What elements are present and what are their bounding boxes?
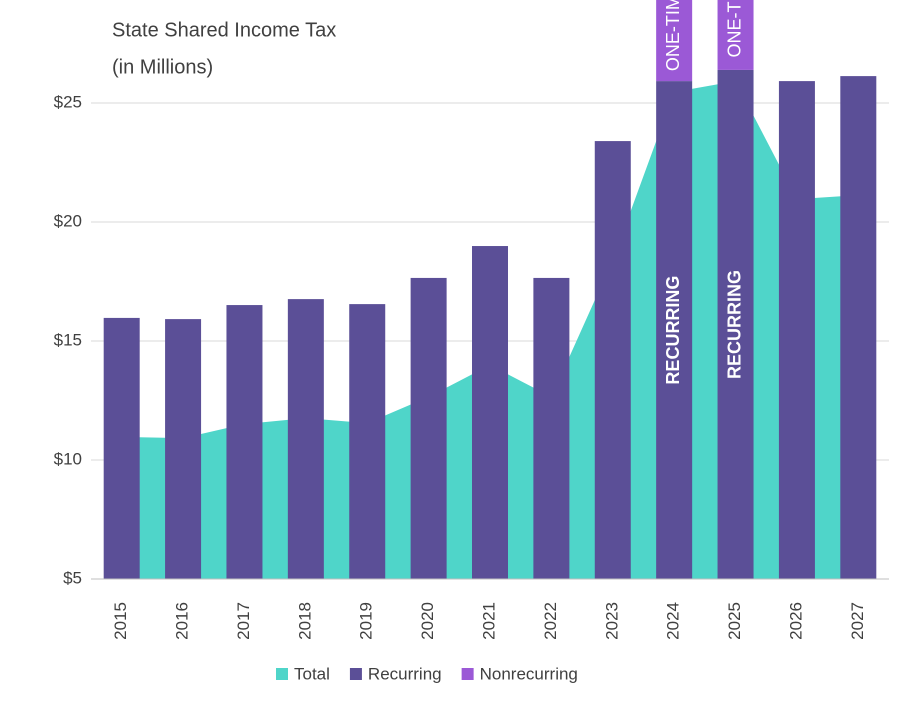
chart-subtitle: (in Millions) — [112, 56, 213, 78]
x-tick-label: 2018 — [295, 602, 314, 640]
legend-label: Nonrecurring — [480, 664, 578, 683]
legend-swatch — [349, 668, 362, 680]
bar-segment — [349, 304, 386, 579]
bar-segment — [594, 141, 631, 579]
bar-label: RECURRING — [663, 276, 683, 385]
x-tick-label: 2022 — [541, 602, 560, 640]
bar-label: RECURRING — [724, 270, 744, 379]
bar-segment — [472, 246, 508, 579]
bar-label: ONE-TIME — [663, 0, 683, 71]
y-tick-label: $25 — [54, 92, 82, 111]
bar-label: ONE-TME — [724, 0, 744, 58]
y-tick-label: $20 — [54, 211, 82, 230]
x-tick-label: 2021 — [479, 602, 498, 640]
bar-segment — [778, 81, 815, 579]
legend-label: Recurring — [368, 664, 442, 683]
x-tick-label: 2015 — [111, 602, 130, 640]
x-tick-label: 2023 — [602, 602, 621, 640]
bar-segment — [226, 305, 263, 579]
legend-label: Total — [294, 664, 330, 683]
x-tick-label: 2017 — [234, 602, 253, 640]
x-tick-label: 2024 — [664, 602, 683, 640]
bar-segment — [287, 299, 324, 579]
x-tick-label: 2019 — [357, 602, 376, 640]
bar-segment — [656, 0, 693, 82]
y-tick-label: $15 — [54, 330, 82, 349]
legend-swatch — [276, 668, 288, 680]
bar-segment — [165, 319, 202, 579]
bar-segment — [717, 0, 754, 70]
x-tick-label: 2027 — [848, 602, 867, 640]
bar-segment — [656, 81, 693, 579]
x-tick-label: 2026 — [786, 602, 805, 640]
chart-title: State Shared Income Tax — [112, 19, 336, 41]
y-tick-label: $10 — [54, 449, 82, 468]
legend-swatch — [461, 668, 474, 680]
x-tick-label: 2016 — [173, 602, 192, 640]
bar-segment — [840, 76, 877, 579]
bar-segment — [717, 69, 754, 579]
x-tick-label: 2020 — [418, 602, 437, 640]
bar-segment — [410, 277, 447, 579]
x-tick-label: 2025 — [725, 602, 744, 640]
y-tick-label: $5 — [63, 568, 82, 587]
bar-segment — [533, 277, 570, 579]
bar-segment — [103, 317, 140, 579]
